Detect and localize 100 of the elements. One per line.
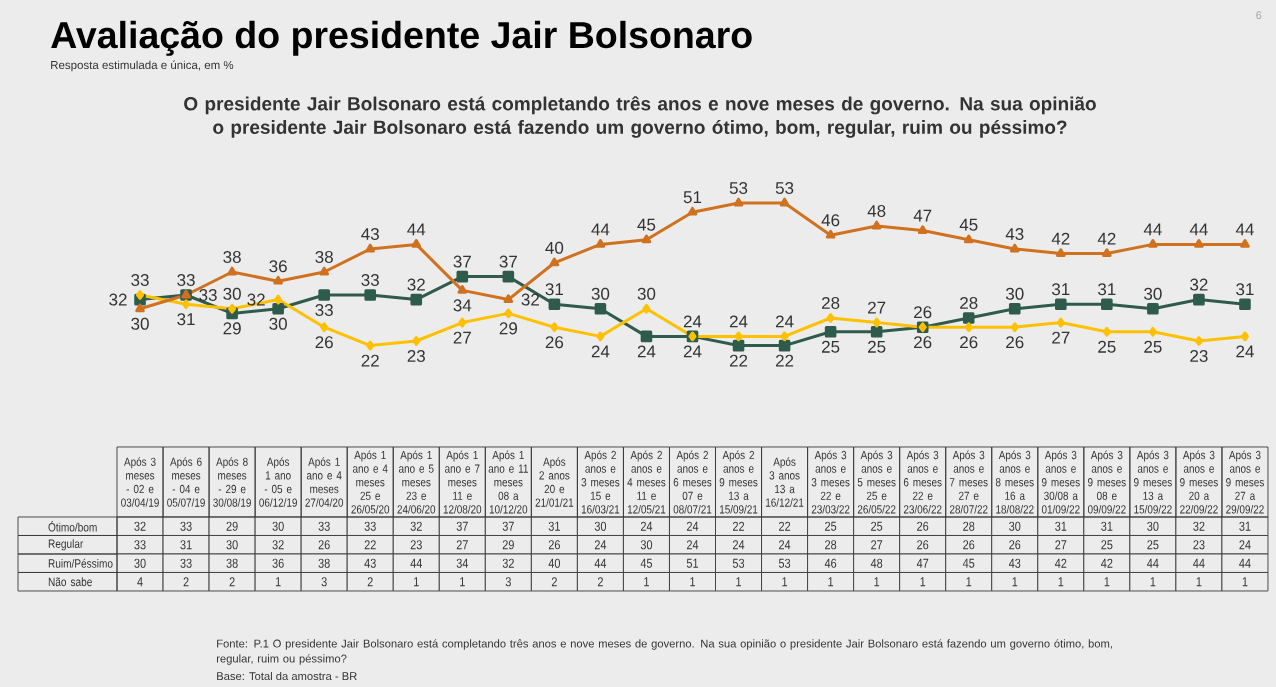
data-label: 31 [545, 283, 563, 296]
data-label: 30 [134, 558, 146, 568]
data-label: 53 [778, 558, 791, 568]
x-tick-label: Após 2 anos e 9 meses 13 a 15/09/21 [719, 450, 758, 514]
data-label: 27 [868, 301, 886, 314]
data-label: 26 [960, 336, 978, 349]
data-label: 23 [407, 349, 425, 363]
data-label: 28 [825, 540, 837, 550]
data-label: 24 [594, 540, 607, 550]
data-label: 46 [824, 558, 837, 568]
x-tick-label: Após 1 ano e 4 meses 25 e 26/05/20 [351, 450, 390, 514]
data-label: 40 [548, 558, 561, 568]
data-label: 32 [407, 278, 425, 291]
x-tick-label: Após 3 anos e 7 meses 27 e 28/07/22 [949, 450, 988, 514]
x-tick-label: Após 1 ano - 05 e 06/12/19 [259, 457, 297, 507]
data-label: 1 [1104, 577, 1110, 587]
x-tick-label: Após 3 anos e 9 meses 20 a 22/09/22 [1180, 450, 1218, 514]
data-label: 1 [782, 577, 788, 587]
data-label: 30 [1005, 287, 1024, 300]
data-label: 26 [914, 336, 932, 349]
data-label: 24 [683, 315, 702, 328]
data-label: 24 [683, 345, 702, 358]
data-label: 33 [180, 558, 192, 568]
data-label: 25 [1098, 340, 1116, 353]
data-label: 48 [870, 558, 883, 568]
data-label: 44 [591, 223, 610, 236]
data-label: 31 [1236, 283, 1254, 296]
data-label: 1 [1242, 577, 1248, 587]
x-tick-label: Após 3 anos e 9 meses 27 a 29/09/22 [1226, 450, 1264, 514]
data-label: 26 [914, 306, 932, 319]
data-label: 2 [229, 577, 235, 587]
data-label: 3 [321, 577, 327, 587]
data-label: 38 [223, 250, 241, 264]
data-label: 1 [644, 577, 649, 587]
data-label: 45 [640, 558, 653, 568]
data-label: 42 [1054, 558, 1067, 568]
data-label: 24 [729, 315, 748, 328]
x-tick-label: Após 3 anos e 6 meses 22 e 23/06/22 [903, 450, 942, 514]
data-label: 30 [1147, 521, 1159, 531]
data-label: 1 [736, 577, 742, 587]
data-label: 29 [226, 521, 238, 531]
data-label: 44 [407, 223, 426, 236]
data-label: 26 [963, 540, 975, 550]
data-label: 44 [1193, 558, 1205, 568]
data-label: 31 [1239, 521, 1251, 531]
data-label: 44 [1235, 223, 1254, 236]
data-label: 33 [361, 273, 379, 287]
x-tick-label: Após 8 meses - 29 e 30/08/19 [213, 457, 251, 507]
data-label: 2 [597, 577, 603, 587]
data-label: 25 [822, 340, 840, 353]
x-tick-label: Após 3 anos e 8 meses 16 a 18/08/22 [995, 450, 1034, 514]
data-label: 26 [1009, 540, 1021, 550]
data-label: 53 [729, 181, 748, 195]
data-label: 27 [871, 540, 883, 550]
text: O presidente Jair Bolsonaro está completando três anos e nove meses de governo. Na sua opinião o presidente Jair Bolsonaro está fazendo um governo ótimo, bom, regular, ruim ou péssimo? [184, 96, 1096, 138]
data-label: 23 [410, 540, 422, 550]
data-label: 32 [272, 540, 284, 550]
x-tick-label: Após 3 anos e 3 meses 22 e 23/03/22 [811, 450, 850, 514]
data-label: 31 [180, 540, 192, 550]
data-label: 24 [779, 540, 791, 550]
data-label: 33 [364, 521, 376, 531]
data-label: 1 [828, 577, 834, 587]
data-label: 43 [361, 227, 379, 241]
data-label: 23 [1190, 349, 1208, 363]
chart-title: Avaliação do presidente Jair Bolsonaro [51, 20, 752, 56]
data-label: 31 [1051, 283, 1070, 296]
data-label: 44 [594, 558, 607, 568]
data-label: 23 [1193, 540, 1205, 550]
data-label: 42 [1097, 232, 1116, 245]
data-label: 2 [367, 577, 373, 587]
data-label: 22 [779, 521, 791, 531]
data-label: 1 [1058, 577, 1064, 587]
data-label: 1 [966, 577, 972, 587]
data-label: 48 [867, 204, 886, 218]
data-label: 29 [223, 322, 241, 335]
data-label: 26 [1006, 336, 1024, 349]
data-label: 34 [453, 299, 472, 312]
data-label: 1 [1150, 577, 1156, 587]
data-label: 4 [137, 577, 143, 587]
data-label: 37 [499, 255, 517, 268]
y-tick-label: Ótimo/bom [48, 520, 97, 532]
data-label: 51 [686, 558, 699, 568]
data-label: 24 [686, 540, 699, 550]
y-tick-label: Ruim/Péssimo [48, 558, 113, 568]
x-tick-label: Após 1 ano e 11 meses 08 a 10/12/20 [488, 450, 528, 514]
data-label: 1 [275, 577, 281, 587]
data-label: 30 [223, 287, 241, 300]
data-label: 27 [1052, 331, 1070, 344]
data-label: 27 [456, 540, 468, 550]
y-tick-label: Regular [48, 539, 84, 551]
data-label: 45 [962, 558, 975, 568]
data-label: 32 [1190, 278, 1208, 291]
data-label: 30 [269, 317, 287, 330]
data-label: 31 [1055, 521, 1067, 531]
data-label: 25 [1144, 340, 1162, 353]
text: 6 [1256, 11, 1262, 20]
data-label: 33 [315, 303, 333, 317]
data-label: 47 [913, 209, 932, 222]
data-label: 1 [460, 577, 465, 587]
data-label: 45 [959, 218, 978, 231]
